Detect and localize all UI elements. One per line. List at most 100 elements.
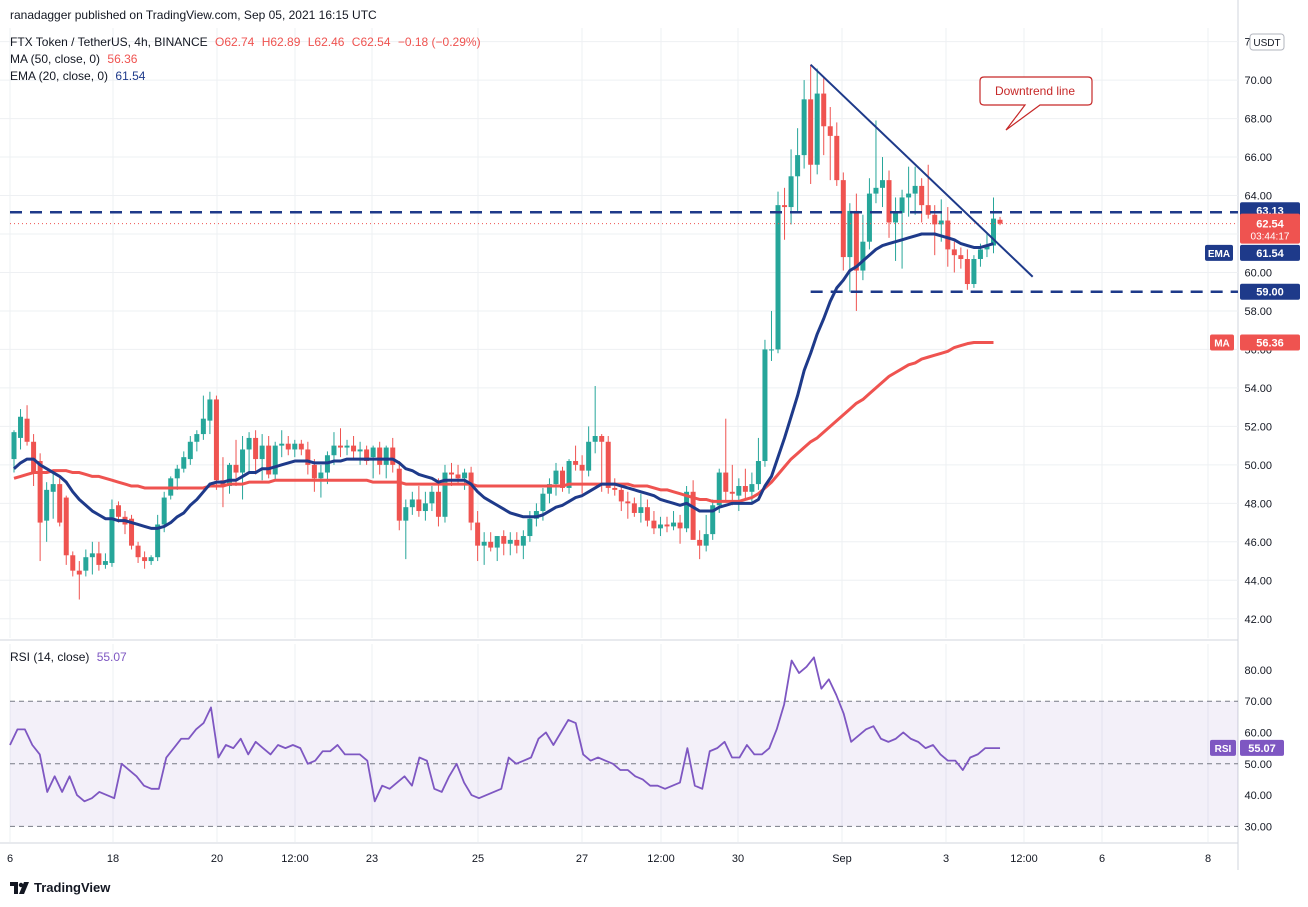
candle-body bbox=[442, 472, 448, 517]
ema-tag-box bbox=[1240, 244, 1300, 261]
candle-body bbox=[226, 464, 232, 487]
candle-body bbox=[76, 570, 82, 575]
candle-body bbox=[259, 445, 265, 460]
candle-body bbox=[318, 472, 324, 479]
candle-body bbox=[174, 468, 180, 479]
x-tick-label: 23 bbox=[366, 853, 378, 865]
candle-body bbox=[514, 539, 520, 546]
candle-body bbox=[233, 464, 239, 473]
candle-body bbox=[840, 180, 846, 258]
y-tick-label: 44.00 bbox=[1244, 575, 1272, 587]
candle-body bbox=[155, 524, 161, 558]
candle-body bbox=[873, 187, 879, 194]
brand-name: TradingView bbox=[34, 880, 111, 895]
candle-body bbox=[416, 499, 422, 512]
symbol-title: FTX Token / TetherUS, 4h, BINANCE bbox=[10, 35, 208, 49]
rsi-legend-label: RSI (14, close) bbox=[10, 650, 90, 664]
symbol-legend: FTX Token / TetherUS, 4h, BINANCE O62.74… bbox=[10, 35, 481, 49]
candle-body bbox=[697, 539, 703, 546]
x-tick-label: 12:00 bbox=[1010, 853, 1038, 865]
candle-body bbox=[468, 472, 474, 523]
candle-body bbox=[690, 491, 696, 540]
level-tag-59: 59.00 bbox=[1256, 287, 1284, 299]
candle-body bbox=[129, 518, 135, 546]
y-tick-label: 46.00 bbox=[1244, 537, 1272, 549]
candle-body bbox=[18, 416, 24, 438]
candle-body bbox=[612, 487, 618, 490]
rsi-tag-label: RSI bbox=[1215, 744, 1232, 755]
candle-body bbox=[109, 509, 115, 563]
rsi-line bbox=[9, 656, 1001, 803]
candle-body bbox=[377, 447, 383, 465]
candle-body bbox=[782, 205, 788, 208]
candle-body bbox=[305, 449, 311, 465]
candle-body bbox=[488, 541, 494, 548]
y-tick-label: 50.00 bbox=[1244, 460, 1272, 472]
candle-body bbox=[435, 491, 441, 517]
candle-body bbox=[749, 484, 755, 492]
candle-body bbox=[775, 205, 781, 350]
tradingview-logo[interactable]: TradingView bbox=[10, 880, 110, 895]
candle-body bbox=[755, 461, 761, 485]
candle-body bbox=[533, 511, 539, 519]
candle-body bbox=[860, 241, 866, 271]
y-tick-label: 42.00 bbox=[1244, 614, 1272, 626]
candle-body bbox=[847, 210, 853, 258]
candle-body bbox=[31, 441, 37, 473]
x-tick-label: 27 bbox=[576, 853, 588, 865]
y-tick-label: 64.00 bbox=[1244, 191, 1272, 203]
rsi-tick-label: 80.00 bbox=[1244, 665, 1272, 677]
candle-body bbox=[886, 180, 892, 223]
candle-body bbox=[507, 539, 513, 544]
candle-body bbox=[475, 522, 481, 546]
candle-body bbox=[592, 436, 598, 442]
rsi-legend: RSI (14, close) 55.07 bbox=[10, 650, 127, 664]
candle-body bbox=[925, 205, 931, 215]
ema-tag: 61.54 bbox=[1256, 248, 1284, 260]
candle-body bbox=[351, 445, 357, 452]
candle-body bbox=[788, 176, 794, 208]
candle-body bbox=[723, 472, 729, 492]
candle-body bbox=[481, 541, 487, 546]
candle-body bbox=[736, 486, 742, 496]
candle-body bbox=[827, 126, 833, 136]
candle-body bbox=[364, 449, 370, 462]
candle-body bbox=[83, 557, 89, 571]
candle-body bbox=[964, 259, 970, 285]
candle-body bbox=[240, 449, 246, 473]
rsi-tick-label: 30.00 bbox=[1244, 821, 1272, 833]
candle-body bbox=[546, 484, 552, 494]
x-tick-label: 18 bbox=[107, 853, 119, 865]
candle-body bbox=[801, 99, 807, 156]
candle-body bbox=[808, 99, 814, 165]
candle-body bbox=[142, 557, 148, 562]
ema-tag-label: EMA bbox=[1208, 249, 1230, 260]
candle-body bbox=[716, 472, 722, 506]
ma50-line bbox=[13, 341, 994, 503]
candle-body bbox=[494, 536, 500, 548]
candle-body bbox=[573, 461, 579, 465]
candle-body bbox=[906, 193, 912, 198]
ohlc-close: C62.54 bbox=[351, 35, 391, 49]
candle-body bbox=[853, 210, 859, 271]
candle-body bbox=[63, 497, 69, 556]
last-price-tag-box bbox=[1240, 213, 1300, 244]
candle-body bbox=[148, 557, 154, 562]
candle-body bbox=[599, 436, 605, 442]
ma-tag: 56.36 bbox=[1256, 338, 1284, 350]
tradingview-icon bbox=[10, 881, 29, 894]
annotation-text: Downtrend line bbox=[995, 84, 1075, 98]
candle-body bbox=[370, 447, 376, 458]
annotation-callout bbox=[979, 76, 1093, 131]
x-tick-label: 12:00 bbox=[281, 853, 309, 865]
candle-body bbox=[605, 441, 611, 488]
candle-body bbox=[409, 499, 415, 508]
candle-body bbox=[44, 489, 50, 521]
y-tick-label: 58.00 bbox=[1244, 306, 1272, 318]
candle-body bbox=[181, 457, 187, 469]
x-tick-label: 12:00 bbox=[647, 853, 675, 865]
candle-body bbox=[553, 470, 559, 485]
candle-body bbox=[462, 472, 468, 479]
level-tag-59-box bbox=[1240, 283, 1300, 300]
